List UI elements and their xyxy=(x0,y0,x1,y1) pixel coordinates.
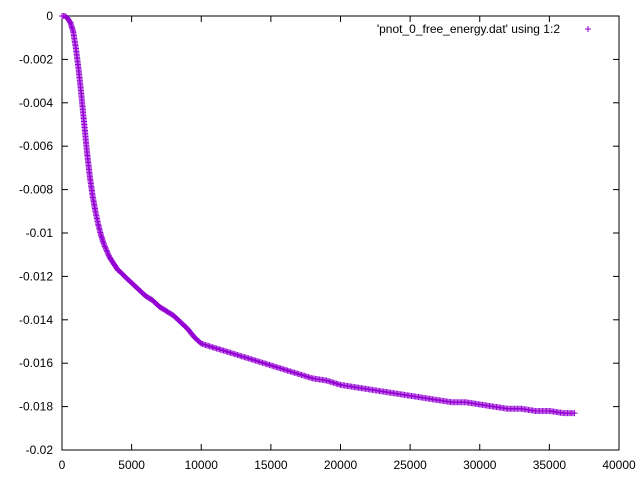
legend-plus-marker xyxy=(585,26,591,32)
x-tick-label: 20000 xyxy=(324,458,358,472)
x-axis: 0 5000 10000 15000 20000 25000 30000 35000 40000 xyxy=(59,16,636,472)
y-tick-label: -0.018 xyxy=(19,400,53,414)
legend: 'pnot_0_free_energy.dat' using 1:2 xyxy=(377,22,591,36)
data-point xyxy=(103,247,110,254)
y-axis: 0 -0.002 -0.004 -0.006 -0.008 -0.01 -0.012 -0.0… xyxy=(19,9,619,457)
data-point xyxy=(571,410,578,417)
legend-label: 'pnot_0_free_energy.dat' using 1:2 xyxy=(377,22,560,36)
data-point xyxy=(104,249,111,256)
legend-marker xyxy=(585,26,591,32)
x-tick-label: 30000 xyxy=(463,458,497,472)
y-tick-label: -0.004 xyxy=(19,96,53,110)
data-point xyxy=(104,248,111,255)
data-point xyxy=(105,251,112,258)
x-tick-label: 40000 xyxy=(602,458,636,472)
data-point xyxy=(102,244,109,251)
y-tick-label: -0.014 xyxy=(19,313,53,327)
data-series xyxy=(59,13,578,417)
y-tick-label: -0.002 xyxy=(19,52,53,66)
x-tick-label: 5000 xyxy=(118,458,145,472)
series-markers xyxy=(59,13,578,417)
data-point xyxy=(101,242,108,249)
data-point xyxy=(100,240,107,247)
y-tick-label: -0.006 xyxy=(19,139,53,153)
y-tick-label: 0 xyxy=(46,9,53,23)
data-point xyxy=(103,246,110,253)
x-tick-label: 25000 xyxy=(393,458,427,472)
y-tick-label: -0.012 xyxy=(19,269,53,283)
y-tick-label: -0.016 xyxy=(19,356,53,370)
x-tick-label: 35000 xyxy=(533,458,567,472)
y-tick-label: -0.01 xyxy=(26,226,54,240)
x-tick-label: 10000 xyxy=(185,458,219,472)
y-tick-label: -0.008 xyxy=(19,183,53,197)
y-tick-label: -0.02 xyxy=(26,443,54,457)
data-point xyxy=(101,243,108,250)
x-tick-label: 0 xyxy=(59,458,66,472)
x-tick-label: 15000 xyxy=(254,458,288,472)
